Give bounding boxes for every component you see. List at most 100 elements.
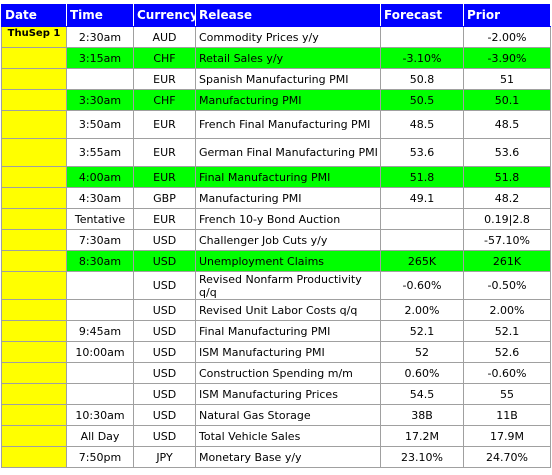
forecast-cell: 0.60% xyxy=(380,362,464,384)
forecast-cell: 52 xyxy=(380,341,464,363)
table-row: 4:30am GBP Manufacturing PMI 49.1 48.2 xyxy=(1,187,551,209)
table-row: 4:00am EUR Final Manufacturing PMI 51.8 51.8 xyxy=(1,166,551,188)
forecast-cell: 265K xyxy=(380,250,464,272)
economic-calendar-table: Date Time Currency Release Forecast Prio… xyxy=(1,4,551,468)
table-row: USD Construction Spending m/m 0.60% -0.60% xyxy=(1,362,551,384)
time-cell: 10:30am xyxy=(66,404,134,426)
date-cell xyxy=(1,383,67,405)
currency-cell: USD xyxy=(133,362,196,384)
prior-cell: 52.6 xyxy=(463,341,551,363)
forecast-cell: 53.6 xyxy=(380,138,464,167)
prior-cell: -2.00% xyxy=(463,26,551,48)
time-cell: 10:00am xyxy=(66,341,134,363)
release-cell: Unemployment Claims xyxy=(195,250,381,272)
time-cell: 3:50am xyxy=(66,110,134,139)
table-row: 10:30am USD Natural Gas Storage 38B 11B xyxy=(1,404,551,426)
header-currency: Currency xyxy=(133,4,196,27)
currency-cell: JPY xyxy=(133,446,196,468)
date-cell xyxy=(1,229,67,251)
header-release: Release xyxy=(195,4,381,27)
prior-cell: 48.2 xyxy=(463,187,551,209)
currency-cell: USD xyxy=(133,320,196,342)
prior-cell: 2.00% xyxy=(463,299,551,321)
date-cell xyxy=(1,208,67,230)
time-cell: 3:30am xyxy=(66,89,134,111)
forecast-cell: 2.00% xyxy=(380,299,464,321)
prior-cell: 52.1 xyxy=(463,320,551,342)
prior-cell: 0.19|2.8 xyxy=(463,208,551,230)
table-row: Tentative EUR French 10-y Bond Auction 0.19… xyxy=(1,208,551,230)
prior-cell: 24.70% xyxy=(463,446,551,468)
date-cell xyxy=(1,166,67,188)
date-cell xyxy=(1,89,67,111)
time-cell xyxy=(66,299,134,321)
table-row: 7:50pm JPY Monetary Base y/y 23.10% 24.70% xyxy=(1,446,551,468)
currency-cell: USD xyxy=(133,383,196,405)
time-cell xyxy=(66,68,134,90)
date-cell xyxy=(1,68,67,90)
prior-cell: 50.1 xyxy=(463,89,551,111)
table-row: USD Revised Unit Labor Costs q/q 2.00% 2.00… xyxy=(1,299,551,321)
release-cell: Construction Spending m/m xyxy=(195,362,381,384)
time-cell: 7:50pm xyxy=(66,446,134,468)
forecast-cell: 52.1 xyxy=(380,320,464,342)
release-cell: Natural Gas Storage xyxy=(195,404,381,426)
date-cell xyxy=(1,138,67,167)
time-cell: 8:30am xyxy=(66,250,134,272)
prior-cell: 51.8 xyxy=(463,166,551,188)
forecast-cell: 49.1 xyxy=(380,187,464,209)
release-cell: Final Manufacturing PMI xyxy=(195,320,381,342)
date-cell xyxy=(1,404,67,426)
currency-cell: USD xyxy=(133,299,196,321)
prior-cell: 17.9M xyxy=(463,425,551,447)
currency-cell: USD xyxy=(133,229,196,251)
date-cell xyxy=(1,250,67,272)
forecast-cell: -0.60% xyxy=(380,271,464,300)
currency-cell: EUR xyxy=(133,68,196,90)
currency-cell: USD xyxy=(133,404,196,426)
prior-cell: 11B xyxy=(463,404,551,426)
forecast-cell xyxy=(380,26,464,48)
time-cell: 3:55am xyxy=(66,138,134,167)
release-cell: Monetary Base y/y xyxy=(195,446,381,468)
prior-cell: -3.90% xyxy=(463,47,551,69)
time-cell: All Day xyxy=(66,425,134,447)
time-cell xyxy=(66,383,134,405)
currency-cell: EUR xyxy=(133,110,196,139)
time-cell: 4:00am xyxy=(66,166,134,188)
forecast-cell: 50.5 xyxy=(380,89,464,111)
currency-cell: USD xyxy=(133,271,196,300)
table-row: 8:30am USD Unemployment Claims 265K 261K xyxy=(1,250,551,272)
currency-cell: EUR xyxy=(133,166,196,188)
time-cell xyxy=(66,362,134,384)
table-row: 10:00am USD ISM Manufacturing PMI 52 52.6 xyxy=(1,341,551,363)
prior-cell: 261K xyxy=(463,250,551,272)
date-cell xyxy=(1,341,67,363)
prior-cell: 53.6 xyxy=(463,138,551,167)
date-cell xyxy=(1,362,67,384)
table-row: 7:30am USD Challenger Job Cuts y/y -57.10% xyxy=(1,229,551,251)
date-cell: ThuSep 1 xyxy=(1,26,67,48)
forecast-cell xyxy=(380,208,464,230)
table-row: ThuSep 1 2:30am AUD Commodity Prices y/y -2.… xyxy=(1,26,551,48)
date-cell xyxy=(1,110,67,139)
forecast-cell: 23.10% xyxy=(380,446,464,468)
header-date: Date xyxy=(1,4,67,27)
header-row: Date Time Currency Release Forecast Prio… xyxy=(1,4,551,27)
prior-cell: -0.50% xyxy=(463,271,551,300)
table-row: USD Revised Nonfarm Productivity q/q -0.60… xyxy=(1,271,551,300)
forecast-cell: 38B xyxy=(380,404,464,426)
prior-cell: 48.5 xyxy=(463,110,551,139)
release-cell: German Final Manufacturing PMI xyxy=(195,138,381,167)
currency-cell: EUR xyxy=(133,138,196,167)
date-cell xyxy=(1,299,67,321)
currency-cell: CHF xyxy=(133,89,196,111)
date-cell xyxy=(1,271,67,300)
header-prior: Prior xyxy=(463,4,551,27)
release-cell: Revised Unit Labor Costs q/q xyxy=(195,299,381,321)
release-cell: French Final Manufacturing PMI xyxy=(195,110,381,139)
prior-cell: -0.60% xyxy=(463,362,551,384)
time-cell: 2:30am xyxy=(66,26,134,48)
table-row: 3:30am CHF Manufacturing PMI 50.5 50.1 xyxy=(1,89,551,111)
currency-cell: USD xyxy=(133,341,196,363)
